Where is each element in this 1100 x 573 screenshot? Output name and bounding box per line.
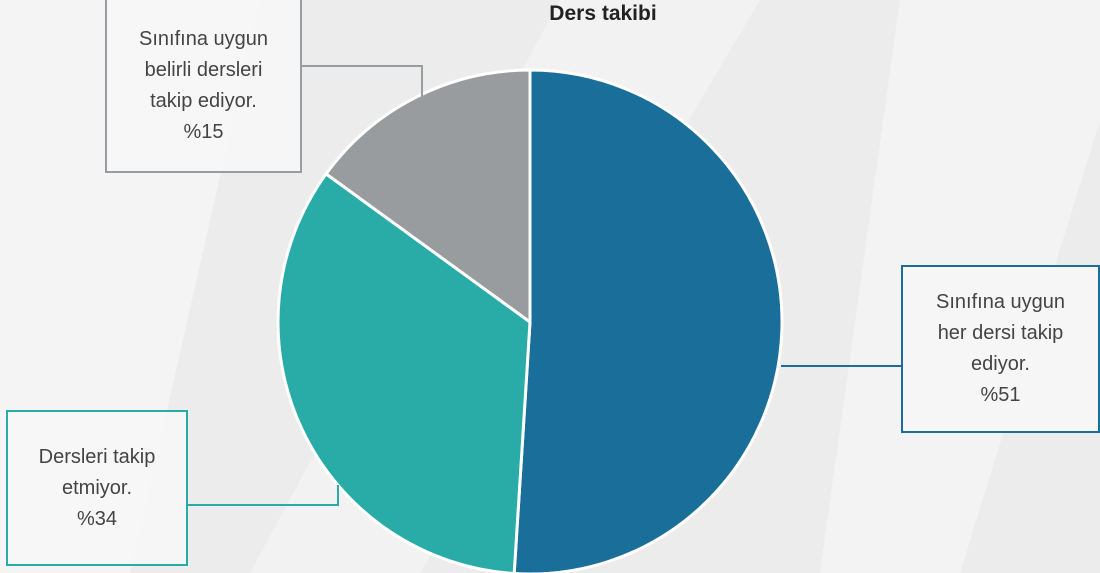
- category-label: Dersleri takip etmiyor.: [38, 445, 156, 499]
- pie-slice: [324, 68, 532, 325]
- leader-line: [302, 65, 423, 100]
- data-label-box: Sınıfına uygun belirli dersleri takip ed…: [105, 0, 302, 173]
- value-label: %51: [980, 384, 1021, 406]
- leader-line: [188, 485, 339, 506]
- value-label: %34: [76, 507, 118, 530]
- value-label: %15: [183, 120, 224, 143]
- category-label: Sınıfına uygun belirli dersleri takip ed…: [139, 27, 268, 112]
- data-label-box: Dersleri takip etmiyor. %34: [6, 410, 188, 566]
- chart-title: Ders takibi: [549, 2, 657, 25]
- data-label-box: Sınıfına uygun her dersi takip ediyor. %…: [901, 265, 1100, 433]
- category-label: Sınıfına uygun her dersi takip ediyor.: [936, 291, 1065, 375]
- pie: [276, 68, 784, 573]
- pie-slice: [276, 171, 532, 573]
- pie-slice: [512, 68, 784, 573]
